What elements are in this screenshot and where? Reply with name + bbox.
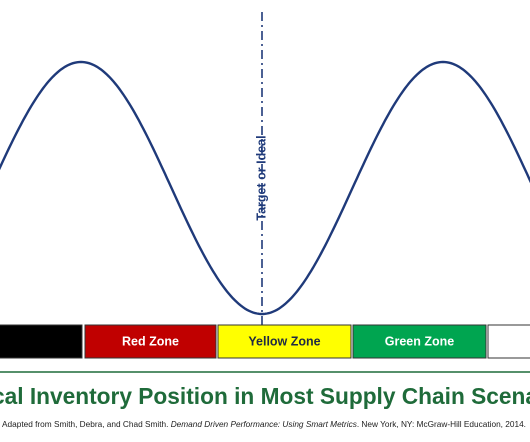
red-zone [84, 324, 217, 359]
black-zone [0, 324, 83, 359]
target-label: Target or Ideal [254, 135, 268, 220]
citation-publisher: . New York, NY: McGraw-Hill Education, 2… [357, 419, 526, 429]
inventory-curve [0, 60, 530, 316]
diagram-title: cal Inventory Position in Most Supply Ch… [0, 383, 530, 409]
green-zone [352, 324, 487, 359]
overstock-zone [487, 324, 530, 359]
red-zone-label: Red Zone [122, 334, 179, 348]
green-zone-label: Green Zone [385, 334, 455, 348]
citation: Adapted from Smith, Debra, and Chad Smit… [2, 419, 526, 429]
yellow-zone [217, 324, 352, 359]
yellow-zone-label: Yellow Zone [248, 334, 320, 348]
zone-bar: Red Zone Yellow Zone Green Zone [0, 324, 530, 359]
citation-authors: Adapted from Smith, Debra, and Chad Smit… [2, 419, 171, 429]
citation-book-title: Demand Driven Performance: Using Smart M… [171, 419, 358, 429]
